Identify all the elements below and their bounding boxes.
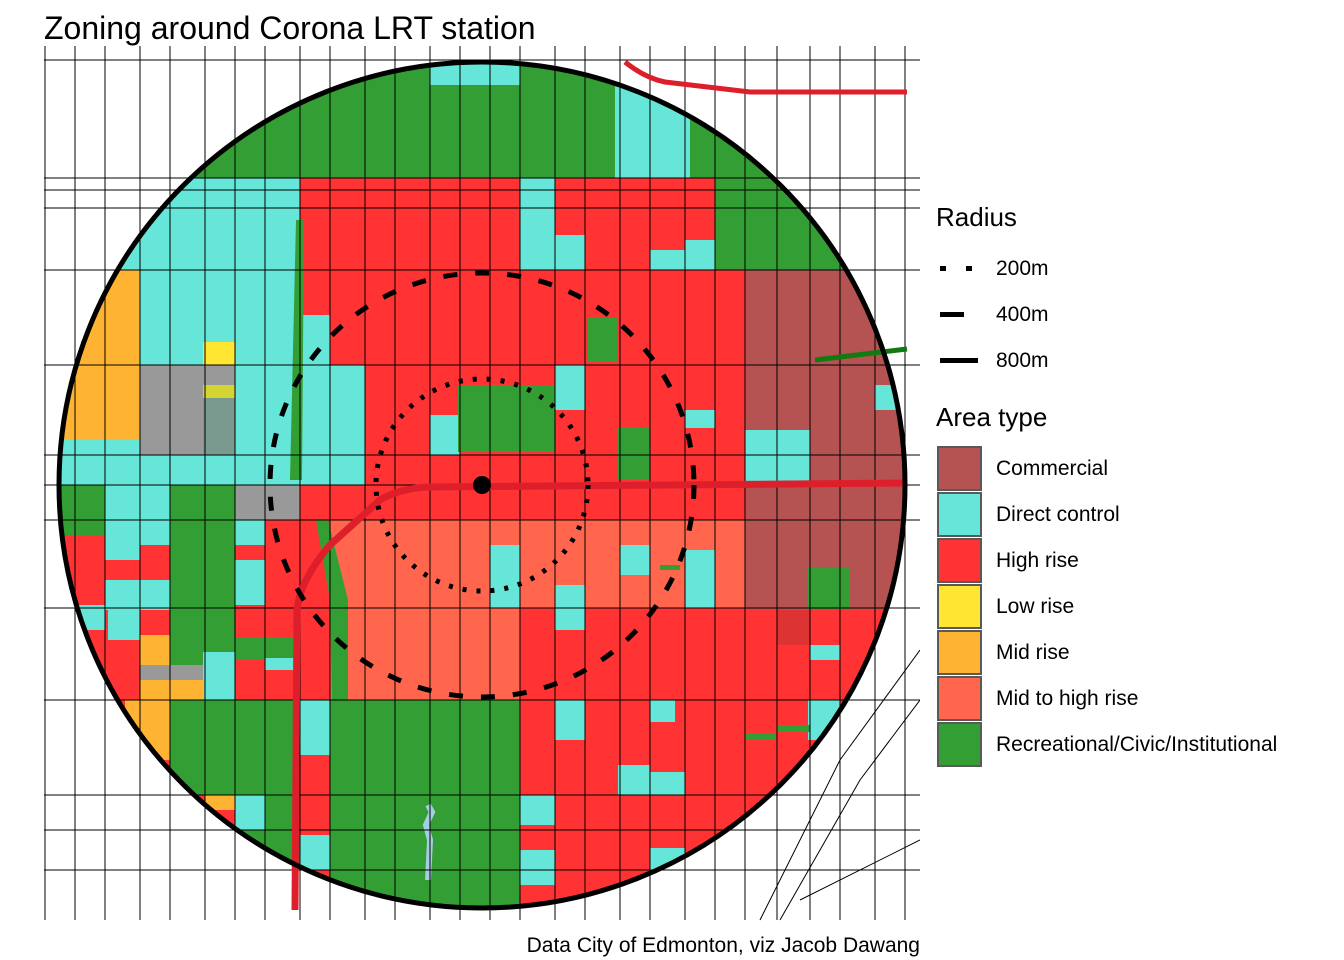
zone-parcel [265, 658, 295, 670]
zone-parcel [490, 545, 520, 608]
legend-area-label: Commercial [996, 457, 1109, 480]
zone-parcel [685, 550, 715, 608]
zone-parcel [685, 240, 715, 270]
zone-parcel [235, 638, 300, 660]
zone-parcel [300, 365, 365, 485]
zone-parcel [650, 772, 685, 795]
zone-parcel [777, 610, 810, 645]
zone-parcel [620, 545, 650, 575]
zone-parcel [300, 700, 330, 755]
legend-line-dashed [940, 312, 964, 317]
legend-swatch [937, 584, 982, 629]
zone-parcel [618, 427, 650, 480]
legend-swatch [937, 676, 982, 721]
zone-parcel [235, 520, 265, 545]
station-marker [473, 476, 491, 494]
zone-parcel [140, 665, 203, 680]
lrt-line [623, 60, 907, 95]
zone-parcel [458, 385, 555, 452]
zone-parcel [330, 700, 520, 908]
zone-parcel [140, 520, 170, 545]
zone-parcel [205, 795, 235, 810]
radius-rings [56, 59, 908, 911]
map-title: Zoning around Corona LRT station [44, 10, 536, 46]
zone-parcel [810, 178, 905, 270]
zone-parcel [778, 725, 810, 732]
legend-area-label: Low rise [996, 595, 1075, 618]
zone-parcel [330, 520, 520, 700]
zone-parcel [235, 560, 265, 605]
zone-parcel [203, 652, 235, 700]
zone-parcel [520, 850, 555, 885]
zone-parcel [430, 415, 460, 455]
legend-area-label: High rise [996, 549, 1079, 572]
legend-swatch [937, 492, 982, 537]
zone-parcel [300, 835, 330, 870]
zone-parcel [555, 365, 585, 410]
zone-parcel [316, 520, 348, 700]
zone-parcel [685, 410, 715, 428]
zone-parcel [650, 700, 675, 722]
zone-parcel [715, 178, 810, 270]
zone-parcel [105, 520, 140, 560]
zone-parcel [60, 485, 105, 535]
ring-400m [267, 270, 697, 700]
legend-swatch [937, 538, 982, 583]
legend-area-label: Mid to high rise [996, 687, 1139, 710]
zone-parcel [105, 580, 170, 610]
ring-800m [56, 59, 908, 911]
street [759, 649, 920, 921]
zone-parcel [520, 178, 555, 270]
legend-line-dotted [940, 266, 972, 271]
ring-200m [373, 376, 591, 594]
zone-parcel [650, 250, 685, 270]
caption: Data City of Edmonton, viz Jacob Dawang [526, 934, 920, 957]
zone-parcel [203, 385, 235, 398]
zone-parcel [588, 318, 618, 362]
zone-parcel [235, 795, 265, 830]
zone-parcel [203, 342, 235, 365]
legend-swatch [937, 446, 982, 491]
legend-area-title: Area type [936, 402, 1048, 432]
legend-radius-200m: 200m [996, 257, 1049, 280]
zone-parcel [810, 645, 840, 660]
zone-parcel [125, 700, 170, 760]
zone-parcel [235, 178, 300, 485]
legend-radius-400m: 400m [996, 303, 1049, 326]
zone-parcel [430, 62, 520, 85]
zone-parcel [555, 700, 585, 740]
zone-parcel [520, 795, 555, 825]
legend-line-solid [940, 358, 978, 363]
zone-parcel [745, 733, 775, 740]
legend-area-label: Mid rise [996, 641, 1070, 664]
zone-parcel [170, 680, 203, 700]
zone-parcel [108, 610, 140, 640]
zone-parcel [203, 398, 235, 455]
legend-swatch [937, 630, 982, 675]
zone-parcel [555, 235, 585, 270]
green-line [814, 346, 908, 363]
legend-radius-800m: 800m [996, 349, 1049, 372]
zone-parcel [235, 485, 300, 520]
zone-parcel [660, 565, 680, 570]
zone-parcel [60, 270, 140, 440]
zone-parcel [808, 567, 850, 610]
legend-radius-title: Radius [936, 202, 1017, 232]
zone-parcel [618, 765, 650, 795]
legend-swatch [937, 722, 982, 767]
water-feature [422, 803, 436, 881]
zoning-map [44, 46, 920, 921]
legend-area-label: Recreational/Civic/Institutional [996, 733, 1278, 756]
legend-area-label: Direct control [996, 503, 1120, 526]
